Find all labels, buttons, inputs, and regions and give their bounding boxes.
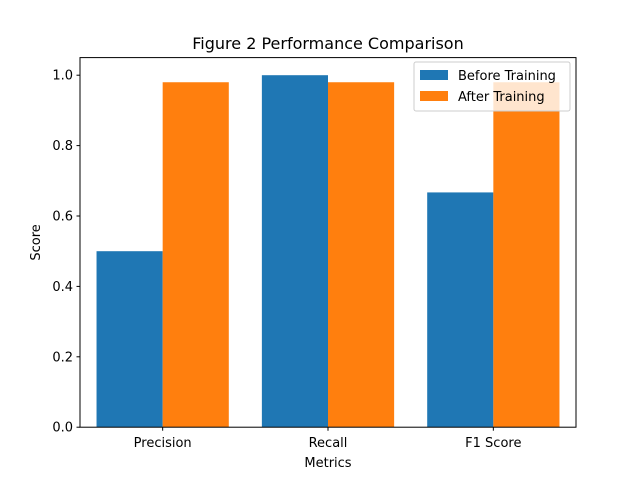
x-tick-label-precision: Precision xyxy=(134,436,192,451)
y-tick-label: 0.6 xyxy=(52,210,73,225)
bar-before-training-f1-score xyxy=(427,192,494,428)
legend-frame xyxy=(413,61,571,112)
y-tick-label: 0.8 xyxy=(52,139,73,154)
bar-after-training-recall xyxy=(328,82,395,428)
plot-frame xyxy=(79,57,577,428)
legend-label-after-training: After Training xyxy=(458,90,545,105)
bars-group xyxy=(96,75,560,428)
legend-swatch-before-training xyxy=(420,70,448,80)
bar-after-training-precision xyxy=(162,82,229,428)
bar-after-training-f1-score xyxy=(493,82,560,428)
y-tick-label: 1.0 xyxy=(52,69,73,84)
x-axis-ticks: Precision Recall F1 Score xyxy=(134,427,521,451)
y-axis-ticks: 0.0 0.2 0.4 0.6 0.8 1.0 xyxy=(52,69,80,436)
x-tick-label-f1-score: F1 Score xyxy=(465,436,521,451)
x-tick-label-recall: Recall xyxy=(309,436,348,451)
x-axis-label: Metrics xyxy=(304,456,351,471)
chart-title: Figure 2 Performance Comparison xyxy=(192,34,463,53)
bar-before-training-precision xyxy=(96,251,163,428)
y-tick-label: 0.4 xyxy=(52,280,73,295)
legend-swatch-after-training xyxy=(420,91,448,101)
legend: Before Training After Training xyxy=(413,61,571,112)
legend-label-before-training: Before Training xyxy=(458,69,556,84)
y-tick-label: 0.0 xyxy=(52,421,73,436)
y-axis-label: Score xyxy=(29,224,44,260)
y-tick-label: 0.2 xyxy=(52,350,73,365)
bar-before-training-recall xyxy=(261,75,328,428)
